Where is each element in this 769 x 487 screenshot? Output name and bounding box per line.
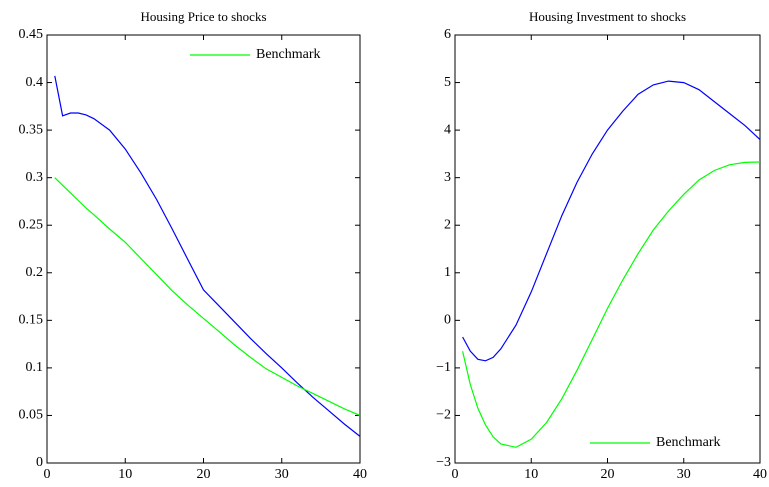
y-tick-label: 0.15 — [19, 313, 44, 328]
plot-frame — [454, 34, 761, 464]
y-tick-label: 5 — [444, 75, 451, 90]
y-tick-label: 3 — [444, 170, 451, 185]
y-tick-label: 6 — [444, 27, 451, 42]
y-tick-label: 4 — [444, 122, 451, 137]
y-tick-label: 0 — [36, 455, 43, 470]
chart-title: Housing Price to shocks — [140, 9, 266, 24]
x-tick-label: 40 — [753, 467, 767, 482]
x-tick-label: 20 — [601, 467, 615, 482]
y-tick-label: 0.4 — [26, 75, 44, 90]
x-tick-label: 0 — [44, 467, 51, 482]
series-line — [54, 177, 361, 416]
y-tick-label: 0.05 — [19, 408, 44, 423]
y-tick-label: 0.2 — [26, 265, 44, 280]
y-tick-label: 0.3 — [26, 170, 44, 185]
y-tick-label: 2 — [444, 217, 451, 232]
series-line — [462, 80, 761, 362]
y-tick-label: 0.1 — [26, 360, 44, 375]
y-tick-label: −1 — [436, 360, 451, 375]
y-tick-label: 0.45 — [19, 27, 44, 42]
x-tick-label: 10 — [118, 467, 132, 482]
legend-label: Benchmark — [656, 435, 721, 450]
x-tick-label: 40 — [353, 467, 367, 482]
x-tick-label: 30 — [275, 467, 289, 482]
x-tick-label: 30 — [677, 467, 691, 482]
chart-title: Housing Investment to shocks — [529, 9, 686, 24]
y-tick-label: 0.35 — [19, 122, 44, 137]
x-tick-label: 10 — [524, 467, 538, 482]
series-line — [54, 75, 361, 437]
plot-frame — [46, 34, 361, 464]
y-tick-label: 0.25 — [19, 217, 44, 232]
legend-label: Benchmark — [256, 47, 321, 62]
y-tick-label: −3 — [436, 455, 451, 470]
y-tick-label: −2 — [436, 408, 451, 423]
y-tick-label: 0 — [444, 313, 451, 328]
x-tick-label: 20 — [197, 467, 211, 482]
y-tick-label: 1 — [444, 265, 451, 280]
x-tick-label: 0 — [452, 467, 459, 482]
series-line — [462, 161, 761, 448]
